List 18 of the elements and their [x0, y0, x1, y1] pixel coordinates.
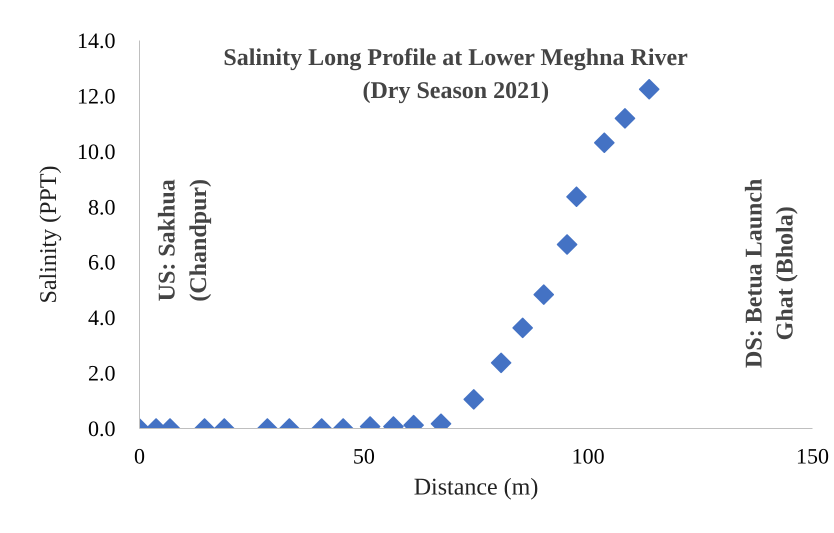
- x-tick-label: 50: [352, 444, 375, 468]
- y-tick-label: 4.0: [88, 305, 116, 330]
- y-tick-label: 12.0: [77, 83, 116, 108]
- y-tick-label: 14.0: [77, 28, 116, 53]
- x-axis-title: Distance (m): [414, 474, 538, 500]
- y-tick-label: 0.0: [88, 416, 116, 441]
- y-tick-label: 6.0: [88, 250, 116, 275]
- text: (Dry Season 2021): [362, 78, 550, 104]
- y-tick-label: 8.0: [88, 194, 116, 220]
- annotation: US: Sakhua (Chandpur): [154, 178, 212, 302]
- y-tick-label: 10.0: [77, 138, 116, 164]
- y-tick-label: 2.0: [88, 360, 116, 386]
- y-axis-title: Salinity (PPT): [36, 165, 62, 304]
- annotation: DS: Betua Launch Ghat (Bhola): [742, 178, 799, 368]
- chart-title: Salinity Long Profile at Lower Meghna River: [223, 44, 688, 71]
- x-tick-label: 0: [134, 444, 145, 468]
- x-tick-label: 100: [572, 444, 605, 468]
- x-tick-label: 150: [796, 444, 829, 468]
